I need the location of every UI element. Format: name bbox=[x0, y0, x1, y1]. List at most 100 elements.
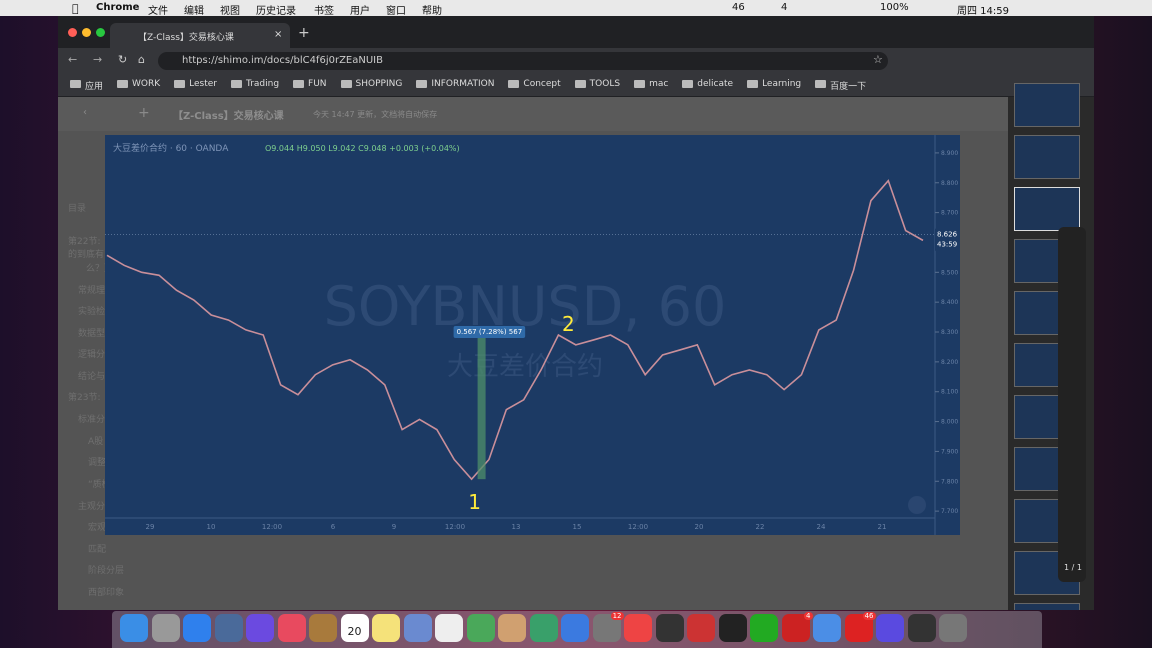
tab-close[interactable]: × bbox=[274, 29, 283, 40]
app-menu[interactable]: Chrome bbox=[96, 2, 140, 13]
dock-icon[interactable] bbox=[718, 614, 747, 642]
new[interactable]: + bbox=[138, 105, 150, 121]
dock-icon[interactable] bbox=[529, 614, 558, 642]
dock-icon[interactable] bbox=[466, 614, 495, 642]
outline-item[interactable]: 实验检 bbox=[78, 307, 106, 317]
close-button[interactable] bbox=[68, 28, 77, 37]
tab[interactable]: 【Z-Class】交易核心课 × bbox=[110, 23, 290, 48]
outline-item[interactable]: 西部印象 bbox=[88, 588, 125, 598]
outline-item[interactable]: 标准分 bbox=[78, 415, 106, 425]
dock-icon[interactable] bbox=[750, 614, 778, 642]
dock-icon[interactable] bbox=[277, 614, 306, 642]
dock-icon[interactable] bbox=[655, 614, 684, 642]
page-thumbnail[interactable] bbox=[1014, 603, 1080, 610]
outline-item[interactable]: 匹配 bbox=[88, 545, 107, 555]
menu-item[interactable]: 书签 bbox=[314, 6, 334, 17]
tool-page: 1 / 1 bbox=[1064, 563, 1082, 572]
back[interactable]: ← bbox=[68, 53, 78, 66]
dock-icon[interactable] bbox=[151, 614, 180, 642]
x-tick-label: 12:00 bbox=[262, 523, 282, 531]
dock-icon[interactable] bbox=[120, 614, 148, 642]
ohlc-label: O9.044 H9.050 L9.042 C9.048 +0.003 (+0.0… bbox=[265, 144, 460, 153]
dock-icon[interactable] bbox=[498, 614, 526, 642]
outline-item[interactable]: 阶段分层 bbox=[88, 566, 125, 576]
bookmark-folder-icon bbox=[508, 80, 520, 88]
y-tick-label: 8.800 bbox=[941, 180, 958, 187]
dock-icon[interactable] bbox=[687, 614, 715, 642]
bookmark[interactable]: Concept bbox=[523, 79, 561, 89]
outline-item[interactable]: 宏观 bbox=[88, 523, 107, 533]
outline-item[interactable]: 么？） bbox=[86, 264, 114, 274]
bookmark[interactable]: WORK bbox=[132, 79, 161, 89]
bookmark-folder-icon bbox=[574, 80, 586, 88]
page-thumbnail[interactable] bbox=[1014, 135, 1080, 179]
outline-item[interactable]: A股 bbox=[88, 437, 104, 447]
dock-icon[interactable] bbox=[246, 614, 274, 642]
menu-item[interactable]: 文件 bbox=[148, 6, 168, 17]
dock-icon[interactable] bbox=[624, 614, 652, 642]
apple-menu[interactable]:  bbox=[72, 2, 79, 15]
dock-icon[interactable]: 20 bbox=[340, 614, 369, 642]
dock-icon[interactable] bbox=[309, 614, 337, 642]
dock-icon[interactable] bbox=[939, 614, 967, 642]
menu-item[interactable]: 窗口 bbox=[386, 6, 406, 17]
outline-item[interactable]: 调整 bbox=[88, 458, 107, 468]
new-tab[interactable]: + bbox=[298, 25, 310, 41]
dock-icon[interactable] bbox=[214, 614, 243, 642]
bookmark[interactable]: Learning bbox=[762, 79, 802, 89]
dock-icon[interactable] bbox=[907, 614, 936, 642]
dock-icon[interactable] bbox=[403, 614, 432, 642]
bookmark[interactable]: delicate bbox=[697, 79, 734, 89]
bookmark[interactable]: INFORMATION bbox=[431, 79, 495, 89]
dock-icon[interactable]: 12 bbox=[592, 612, 624, 642]
dock-icon[interactable] bbox=[876, 614, 904, 642]
outline-item[interactable]: 第23节: bbox=[68, 393, 101, 403]
dock-icon[interactable]: 46 bbox=[844, 612, 876, 642]
outline-item[interactable]: 的到底有 bbox=[68, 250, 105, 260]
menu-item[interactable]: 帮助 bbox=[422, 6, 442, 17]
bookmark[interactable]: 百度一下 bbox=[830, 82, 867, 92]
annotation: 2 bbox=[562, 312, 575, 336]
home[interactable]: ⌂ bbox=[138, 53, 145, 66]
bookmark[interactable]: SHOPPING bbox=[355, 79, 403, 89]
forward[interactable]: → bbox=[93, 53, 103, 66]
dock-badge: 4 bbox=[804, 612, 813, 620]
reload[interactable]: ↻ bbox=[118, 53, 128, 66]
dock-icon[interactable]: 4 bbox=[781, 612, 813, 642]
dock-icon[interactable] bbox=[372, 614, 400, 642]
bookmark-star[interactable]: ☆ bbox=[873, 53, 883, 66]
bookmark[interactable]: Trading bbox=[246, 79, 280, 89]
x-tick-label: 21 bbox=[878, 523, 887, 531]
x-tick-label: 20 bbox=[695, 523, 704, 531]
menu-item[interactable]: 编辑 bbox=[184, 6, 204, 17]
dock-icon[interactable] bbox=[561, 614, 589, 642]
bookmark[interactable]: FUN bbox=[308, 79, 327, 89]
page-thumbnail[interactable] bbox=[1014, 187, 1080, 231]
menu-item[interactable]: 视图 bbox=[220, 6, 240, 17]
outline-item[interactable]: 逻辑分 bbox=[78, 350, 106, 360]
outline-item[interactable]: 数据型 bbox=[78, 329, 106, 339]
outline-item[interactable]: 第22节: bbox=[68, 237, 101, 247]
page-thumbnail[interactable] bbox=[1014, 83, 1080, 127]
dock-icon[interactable] bbox=[435, 614, 463, 642]
bookmark[interactable]: Lester bbox=[189, 79, 218, 89]
back[interactable]: ‹ bbox=[83, 107, 87, 118]
doc-toolbar: ‹ + 【Z-Class】交易核心课 今天 14:47 更新，文档将自动保存 bbox=[58, 97, 1008, 131]
zoom-button[interactable] bbox=[96, 28, 105, 37]
dock-icon[interactable] bbox=[183, 614, 211, 642]
bookmark[interactable]: 应用 bbox=[85, 82, 104, 92]
outline-item[interactable]: “质检 bbox=[88, 480, 111, 490]
bookmark-folder-icon bbox=[293, 80, 305, 88]
menu-item[interactable]: 用户 bbox=[350, 6, 370, 17]
outline-item[interactable]: 结论与 bbox=[78, 372, 106, 382]
minimize-button[interactable] bbox=[82, 28, 91, 37]
bookmark[interactable]: mac bbox=[649, 79, 669, 89]
dock-icon[interactable] bbox=[813, 614, 841, 642]
menu-item[interactable]: 历史记录 bbox=[256, 6, 296, 17]
url-bar[interactable]: https://shimo.im/docs/blC4f6j0rZEaNUIB bbox=[158, 52, 888, 70]
outline-item[interactable]: 主观分 bbox=[78, 502, 106, 512]
outline-item[interactable]: 目录 bbox=[68, 204, 87, 214]
bookmark[interactable]: TOOLS bbox=[589, 79, 621, 89]
outline-item[interactable]: 常规理 bbox=[78, 286, 106, 296]
